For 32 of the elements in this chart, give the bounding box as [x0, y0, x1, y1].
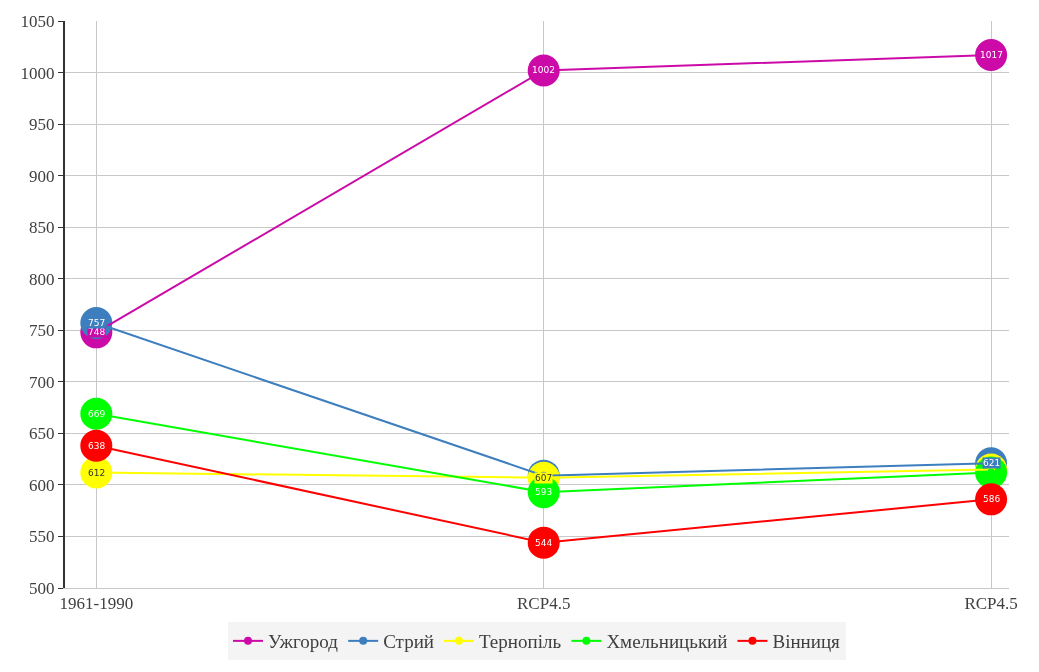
y-tick-label: 950 [29, 115, 55, 135]
y-tick-label: 850 [29, 218, 55, 238]
data-label: 757 [88, 318, 106, 328]
data-label: 544 [535, 538, 553, 548]
data-label: 586 [983, 494, 1001, 504]
data-label: 1002 [532, 65, 555, 75]
legend-label: Стрий [383, 631, 434, 653]
x-tick-label: 1961-1990 [59, 594, 134, 614]
legend-label: Хмельницький [606, 631, 728, 653]
y-tick-label: 500 [29, 578, 55, 598]
data-label: 748 [88, 327, 106, 337]
y-tick-label: 750 [29, 321, 55, 341]
y-tick-label: 800 [29, 269, 55, 289]
data-label: 621 [983, 458, 1001, 468]
data-label: 612 [88, 468, 106, 478]
y-tick-label: 900 [29, 166, 55, 186]
data-label: 638 [88, 441, 106, 451]
data-label: 593 [535, 487, 553, 497]
x-tick-label: RCP4.5 [964, 594, 1018, 614]
y-tick-label: 650 [29, 424, 55, 444]
y-tick-label: 600 [29, 475, 55, 495]
y-tick-label: 550 [29, 527, 55, 547]
legend-label: Вінниця [772, 631, 841, 653]
y-tick-label: 1000 [20, 63, 55, 83]
legend-label: Ужгород [268, 631, 339, 653]
data-label: 1017 [980, 50, 1003, 60]
x-tick-label: RCP4.5 [517, 594, 571, 614]
y-tick-label: 700 [29, 372, 55, 392]
data-label: 669 [88, 409, 106, 419]
data-label: 607 [535, 473, 553, 483]
legend-label: Тернопіль [478, 631, 562, 653]
y-tick-label: 1050 [20, 11, 55, 31]
